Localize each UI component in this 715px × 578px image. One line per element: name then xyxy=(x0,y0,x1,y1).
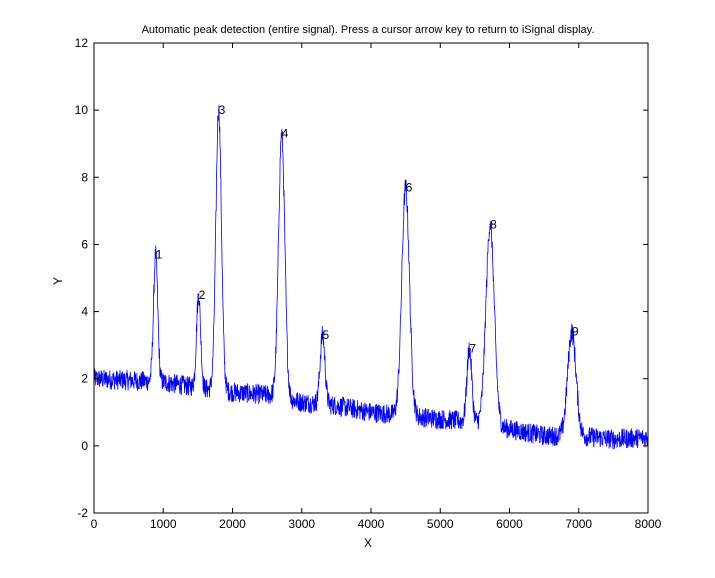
chart-title: Automatic peak detection (entire signal)… xyxy=(142,24,595,36)
peak-label: 9 xyxy=(572,325,579,339)
peak-label: 6 xyxy=(406,180,413,194)
x-axis-label: X xyxy=(364,536,372,550)
x-tick-label: 6000 xyxy=(496,517,523,531)
peak-marker xyxy=(321,334,324,336)
peak-marker xyxy=(154,253,157,256)
x-tick-label: 1000 xyxy=(150,517,177,531)
x-tick-label: 8000 xyxy=(635,517,662,531)
y-tick-label: 12 xyxy=(75,36,89,50)
peak-marker xyxy=(571,330,573,333)
y-tick-label: 6 xyxy=(81,237,88,251)
signal-series xyxy=(93,104,649,450)
y-tick-label: 8 xyxy=(81,170,88,184)
peak-label: 2 xyxy=(199,288,206,302)
x-axis: 0 1000 2000 3000 4000 5000 6000 7000 8000 xyxy=(91,43,662,531)
y-tick-label: 0 xyxy=(81,439,88,453)
peak-label: 5 xyxy=(323,328,330,342)
plot-area xyxy=(94,43,648,513)
y-tick-label: 10 xyxy=(75,103,89,117)
x-tick-label: 2000 xyxy=(219,517,246,531)
signal-layer xyxy=(93,104,649,450)
x-tick-label: 7000 xyxy=(565,517,592,531)
peak-label: 4 xyxy=(282,127,289,141)
x-tick-label: 4000 xyxy=(358,517,385,531)
peak-label: 1 xyxy=(156,248,163,262)
peak-marker xyxy=(489,223,491,226)
peak-marker xyxy=(404,186,407,189)
peak-marker xyxy=(197,293,200,296)
peak-label: 7 xyxy=(469,342,476,356)
peak-labels: 1 2 3 4 5 6 7 8 9 xyxy=(154,103,579,356)
peak-label: 3 xyxy=(219,103,226,117)
peak-marker xyxy=(468,347,471,350)
peak-marker xyxy=(280,132,283,135)
y-tick-label: 4 xyxy=(81,305,88,319)
y-tick-label: -2 xyxy=(77,506,88,520)
x-tick-label: 0 xyxy=(91,517,98,531)
y-axis-label: Y xyxy=(51,277,65,285)
x-tick-label: 5000 xyxy=(427,517,454,531)
x-tick-label: 3000 xyxy=(288,517,315,531)
y-tick-label: 2 xyxy=(81,372,88,386)
peak-label: 8 xyxy=(490,217,497,231)
peak-marker xyxy=(217,109,220,111)
